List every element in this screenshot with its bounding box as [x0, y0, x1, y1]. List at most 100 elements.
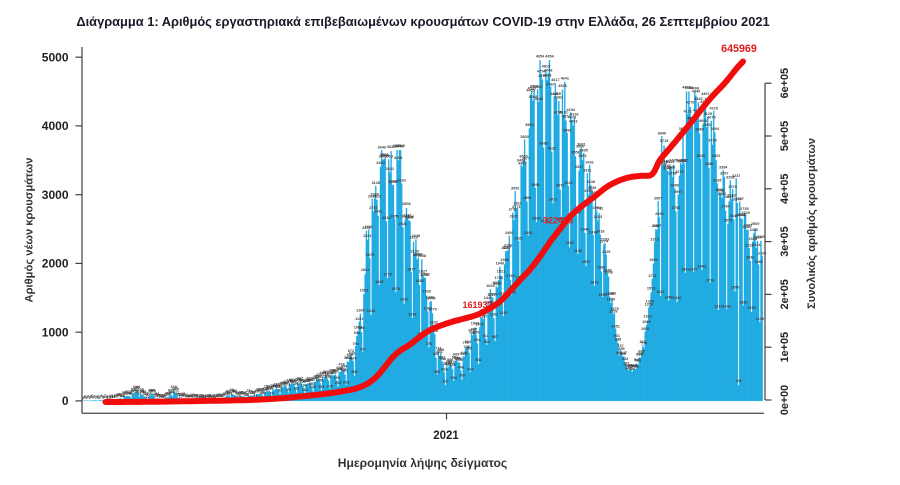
- svg-text:4498: 4498: [691, 87, 699, 91]
- svg-text:995: 995: [471, 327, 477, 331]
- svg-text:82: 82: [260, 390, 264, 394]
- svg-text:1259: 1259: [609, 309, 617, 313]
- svg-text:3649: 3649: [393, 144, 401, 148]
- svg-text:4075: 4075: [707, 115, 715, 119]
- svg-text:660: 660: [616, 351, 622, 355]
- svg-text:695: 695: [618, 347, 624, 351]
- svg-text:747: 747: [617, 344, 623, 348]
- svg-text:8: 8: [101, 394, 103, 398]
- svg-text:2895: 2895: [523, 196, 531, 200]
- svg-text:4429: 4429: [550, 92, 558, 96]
- svg-text:240: 240: [288, 380, 294, 384]
- svg-text:450: 450: [628, 364, 634, 368]
- svg-text:2923: 2923: [373, 194, 381, 198]
- svg-text:1420: 1420: [607, 298, 615, 302]
- svg-text:1513: 1513: [605, 292, 613, 296]
- svg-text:3256: 3256: [668, 172, 676, 176]
- svg-text:6: 6: [93, 395, 95, 399]
- svg-text:262: 262: [308, 378, 314, 382]
- svg-text:1788: 1788: [421, 273, 429, 277]
- svg-text:4440: 4440: [692, 90, 700, 94]
- svg-text:4641: 4641: [561, 77, 569, 81]
- svg-text:251: 251: [296, 378, 302, 382]
- svg-text:365: 365: [330, 371, 336, 375]
- svg-text:1358: 1358: [644, 303, 652, 307]
- svg-text:2443: 2443: [581, 227, 589, 231]
- svg-text:53: 53: [166, 393, 170, 397]
- svg-text:161933: 161933: [462, 300, 492, 310]
- svg-text:4: 4: [105, 396, 108, 400]
- svg-text:2: 2: [89, 396, 91, 400]
- svg-text:144: 144: [134, 385, 141, 389]
- svg-text:34: 34: [120, 394, 125, 398]
- svg-text:648: 648: [460, 352, 466, 356]
- svg-text:3435: 3435: [669, 159, 677, 163]
- svg-text:418: 418: [336, 366, 342, 370]
- svg-text:183: 183: [273, 383, 279, 387]
- svg-text:118: 118: [268, 387, 274, 391]
- svg-text:1579: 1579: [392, 287, 400, 291]
- svg-text:445: 445: [631, 364, 637, 368]
- svg-text:512: 512: [448, 360, 454, 364]
- svg-text:6: 6: [92, 396, 94, 400]
- svg-text:8: 8: [98, 396, 100, 400]
- svg-text:1477: 1477: [487, 293, 495, 297]
- svg-text:105: 105: [257, 388, 263, 392]
- svg-text:0e+00: 0e+00: [779, 385, 791, 415]
- svg-text:2000: 2000: [42, 257, 69, 271]
- svg-text:46: 46: [164, 392, 168, 396]
- svg-text:3904: 3904: [711, 127, 720, 131]
- svg-text:4073: 4073: [568, 115, 576, 119]
- svg-text:2700: 2700: [741, 211, 749, 215]
- svg-text:416: 416: [441, 367, 447, 371]
- svg-text:2627: 2627: [510, 214, 518, 218]
- svg-text:149: 149: [133, 386, 139, 390]
- svg-text:75: 75: [151, 390, 155, 394]
- svg-text:459: 459: [449, 363, 455, 367]
- svg-text:3803: 3803: [520, 135, 528, 139]
- svg-text:3011: 3011: [717, 189, 725, 193]
- svg-text:1957: 1957: [582, 260, 590, 264]
- svg-text:79: 79: [250, 391, 254, 395]
- svg-text:2997: 2997: [674, 190, 682, 194]
- svg-text:121: 121: [262, 388, 268, 392]
- svg-text:Διάγραμμα 1: Αριθμός εργαστηρι: Διάγραμμα 1: Αριθμός εργαστηριακά επιβεβ…: [76, 14, 769, 29]
- svg-text:15: 15: [211, 396, 215, 400]
- svg-text:9: 9: [106, 395, 108, 399]
- svg-text:345: 345: [319, 371, 325, 375]
- svg-text:743: 743: [464, 345, 470, 349]
- svg-text:384: 384: [329, 369, 336, 373]
- svg-text:1187: 1187: [479, 314, 487, 318]
- svg-text:22: 22: [219, 394, 223, 398]
- svg-text:58: 58: [167, 391, 171, 395]
- svg-text:2669: 2669: [655, 212, 663, 216]
- svg-text:4509: 4509: [530, 85, 538, 89]
- svg-text:2643: 2643: [738, 213, 746, 217]
- svg-text:2324: 2324: [753, 235, 762, 239]
- svg-text:8: 8: [103, 395, 105, 399]
- svg-text:1265: 1265: [356, 309, 364, 313]
- svg-text:3090: 3090: [670, 184, 678, 188]
- svg-text:2522: 2522: [399, 222, 407, 226]
- svg-text:1248: 1248: [367, 309, 375, 313]
- svg-text:2877: 2877: [733, 198, 741, 202]
- svg-text:2322: 2322: [514, 237, 522, 241]
- svg-text:215: 215: [282, 381, 288, 385]
- svg-text:2764: 2764: [721, 205, 730, 209]
- svg-text:575: 575: [454, 356, 460, 360]
- svg-text:2326: 2326: [757, 235, 765, 239]
- svg-text:2136: 2136: [574, 249, 582, 253]
- svg-text:2771: 2771: [512, 205, 520, 209]
- svg-text:77: 77: [175, 391, 179, 395]
- svg-text:968: 968: [432, 329, 438, 333]
- svg-text:2400: 2400: [505, 231, 513, 235]
- svg-text:644: 644: [461, 351, 468, 355]
- svg-text:103: 103: [149, 388, 155, 392]
- svg-text:87: 87: [168, 389, 172, 393]
- svg-text:53: 53: [244, 393, 248, 397]
- svg-text:1201: 1201: [490, 313, 498, 317]
- svg-text:1995: 1995: [649, 258, 657, 262]
- svg-text:61: 61: [137, 391, 141, 395]
- svg-text:5000: 5000: [42, 50, 69, 64]
- svg-text:2999: 2999: [584, 189, 592, 193]
